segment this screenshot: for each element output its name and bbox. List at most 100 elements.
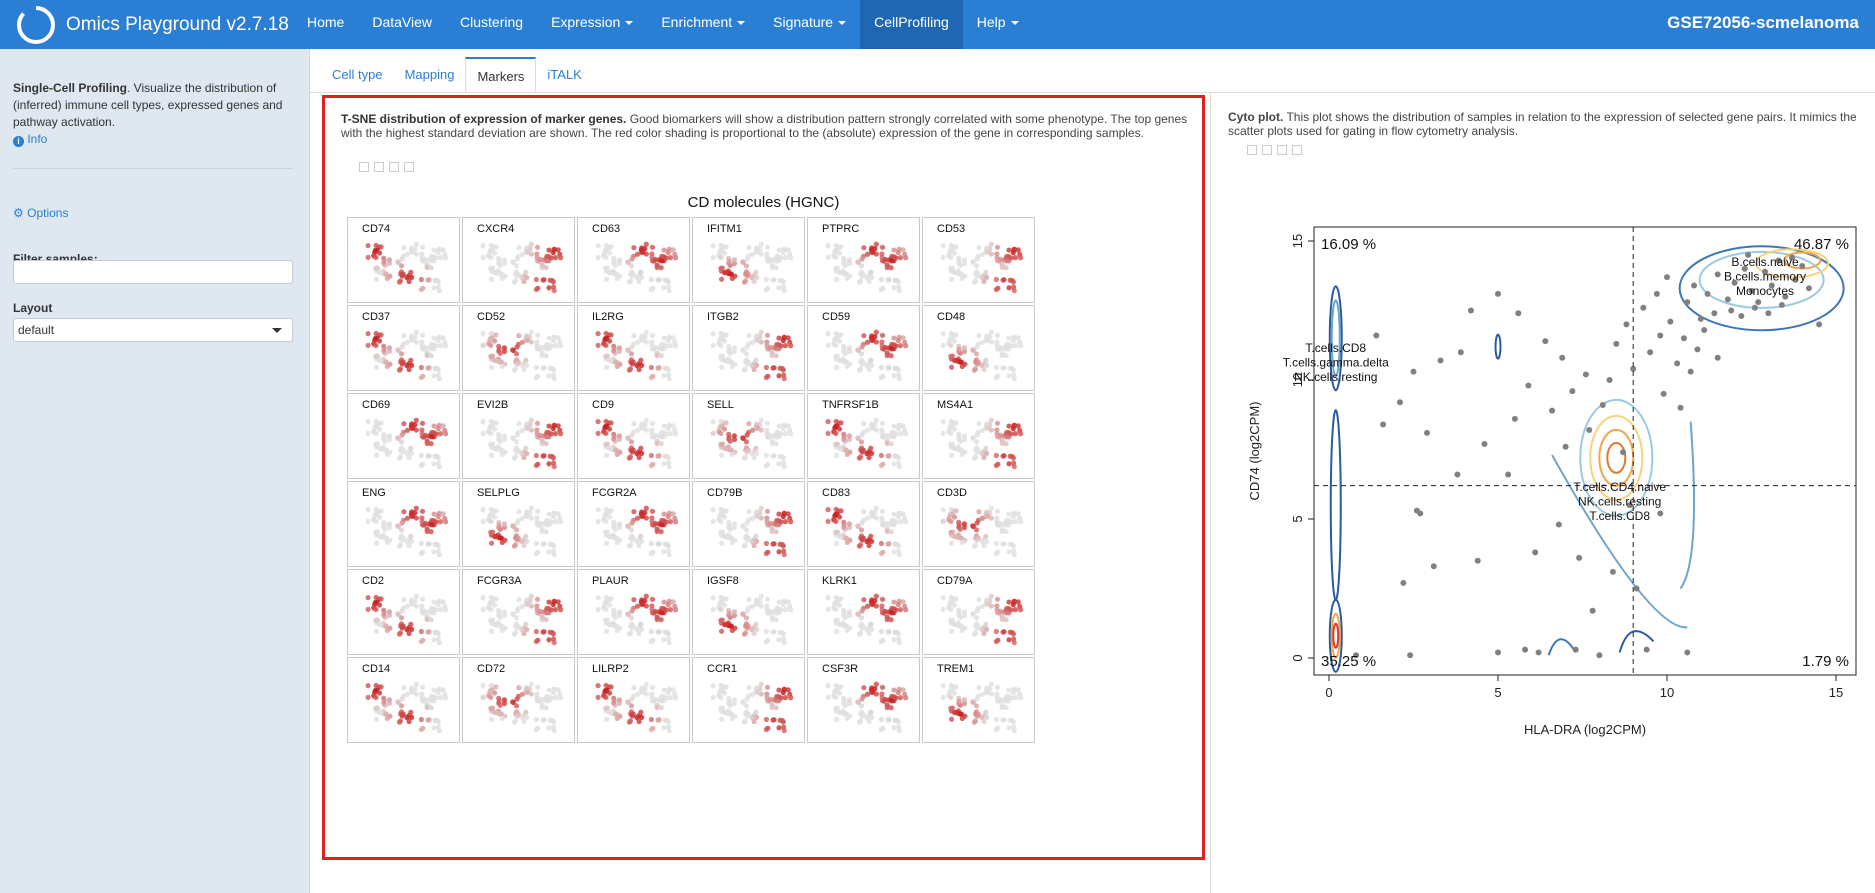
tsne-point <box>979 427 986 433</box>
tsne-point <box>487 335 494 341</box>
tsne-point <box>1009 277 1015 284</box>
tsne-point <box>437 695 444 701</box>
tsne-point <box>984 274 990 280</box>
expand-icon[interactable] <box>1292 145 1302 155</box>
menu-icon[interactable] <box>374 162 384 172</box>
download-icon[interactable] <box>389 162 399 172</box>
tsne-point <box>406 630 412 637</box>
tab-markers[interactable]: Markers <box>465 57 537 92</box>
layout-select[interactable]: default <box>13 318 293 342</box>
tsne-point <box>710 331 716 337</box>
tsne-point <box>973 527 980 533</box>
cell-point <box>1684 649 1691 656</box>
tsne-point <box>378 420 384 426</box>
tab-mapping[interactable]: Mapping <box>404 67 455 82</box>
nav-clustering[interactable]: Clustering <box>446 0 537 49</box>
tsne-point <box>974 344 980 350</box>
download-icon[interactable] <box>1277 145 1287 155</box>
tsne-point <box>882 256 889 263</box>
tsne-point <box>406 454 412 461</box>
tsne-point <box>870 337 876 343</box>
tsne-point <box>718 276 725 282</box>
tsne-point <box>499 539 505 545</box>
nav-home[interactable]: Home <box>293 0 358 49</box>
tsne-point <box>435 513 441 520</box>
tsne-point <box>654 440 660 447</box>
tsne-point <box>873 593 879 599</box>
cell-point <box>1467 307 1474 314</box>
info-icon[interactable] <box>359 162 369 172</box>
tsne-point <box>434 365 440 372</box>
tsne-point <box>721 602 728 608</box>
tsne-point <box>856 455 863 461</box>
info-icon[interactable] <box>1247 145 1257 155</box>
nav-dataview[interactable]: DataView <box>358 0 446 49</box>
tsne-point <box>731 612 738 619</box>
tsne-point <box>891 725 897 731</box>
nav-enrichment[interactable]: Enrichment <box>647 0 759 49</box>
tsne-point <box>496 610 502 616</box>
tsne-point <box>552 343 559 349</box>
tsne-point <box>728 535 734 541</box>
tsne-point <box>406 542 412 549</box>
cell-point <box>1701 326 1708 333</box>
info-link[interactable]: i Info <box>13 132 47 147</box>
tsne-point <box>399 537 405 543</box>
expand-icon[interactable] <box>404 162 414 172</box>
nav-signature[interactable]: Signature <box>759 0 860 49</box>
tsne-point <box>879 420 886 426</box>
tsne-point <box>606 250 613 256</box>
density-contour <box>1328 598 1343 673</box>
navbar: Omics Playground v2.7.18 Home DataView Clu… <box>0 0 1875 49</box>
tsne-point <box>640 601 646 607</box>
tsne-point <box>769 616 775 623</box>
tsne-point <box>869 362 875 368</box>
tsne-point <box>440 335 446 341</box>
tsne-point <box>413 505 419 511</box>
tsne-point <box>947 599 954 605</box>
tsne-point <box>891 599 897 605</box>
tsne-point <box>634 691 641 697</box>
tsne-point <box>636 278 642 285</box>
tsne-point <box>746 597 752 603</box>
tsne-point <box>663 431 669 437</box>
tsne-point <box>634 515 641 521</box>
tsne-point <box>710 595 716 601</box>
cell-point <box>1555 521 1562 528</box>
options-link[interactable]: ⚙ Options <box>13 206 68 220</box>
tsne-point <box>776 511 782 517</box>
tsne-point <box>489 705 496 711</box>
tsne-point <box>893 255 899 261</box>
tsne-point <box>983 269 989 275</box>
tsne-point <box>652 696 659 703</box>
tsne-point <box>894 629 900 636</box>
tab-cell-type[interactable]: Cell type <box>332 67 383 82</box>
nav-expression[interactable]: Expression <box>537 0 647 49</box>
density-contour <box>1494 333 1502 360</box>
tsne-point <box>751 366 757 373</box>
nav-cellprofiling[interactable]: CellProfiling <box>860 0 963 49</box>
tsne-point <box>399 361 405 367</box>
filter-samples-input[interactable] <box>13 260 293 284</box>
tsne-point <box>728 271 734 277</box>
tsne-point <box>940 331 946 337</box>
cell-point <box>1407 652 1414 659</box>
tsne-point <box>729 451 735 457</box>
cluster-label: T.cells.CD8 <box>1589 509 1650 523</box>
tsne-point <box>654 704 660 711</box>
tsne-point <box>555 335 561 341</box>
menu-icon[interactable] <box>1262 145 1272 155</box>
nav-help[interactable]: Help <box>963 0 1033 49</box>
tsne-point <box>501 609 507 615</box>
brand[interactable]: Omics Playground v2.7.18 <box>16 3 289 46</box>
tsne-point <box>976 685 982 691</box>
cell-point <box>1653 290 1660 297</box>
tsne-point <box>540 541 546 547</box>
tsne-point <box>878 452 884 459</box>
tab-italk[interactable]: iTALK <box>547 67 582 82</box>
tsne-point <box>373 276 380 282</box>
tsne-point <box>1000 717 1006 723</box>
tsne-point <box>377 533 383 540</box>
tsne-point <box>773 610 780 616</box>
tsne-point <box>606 690 613 696</box>
